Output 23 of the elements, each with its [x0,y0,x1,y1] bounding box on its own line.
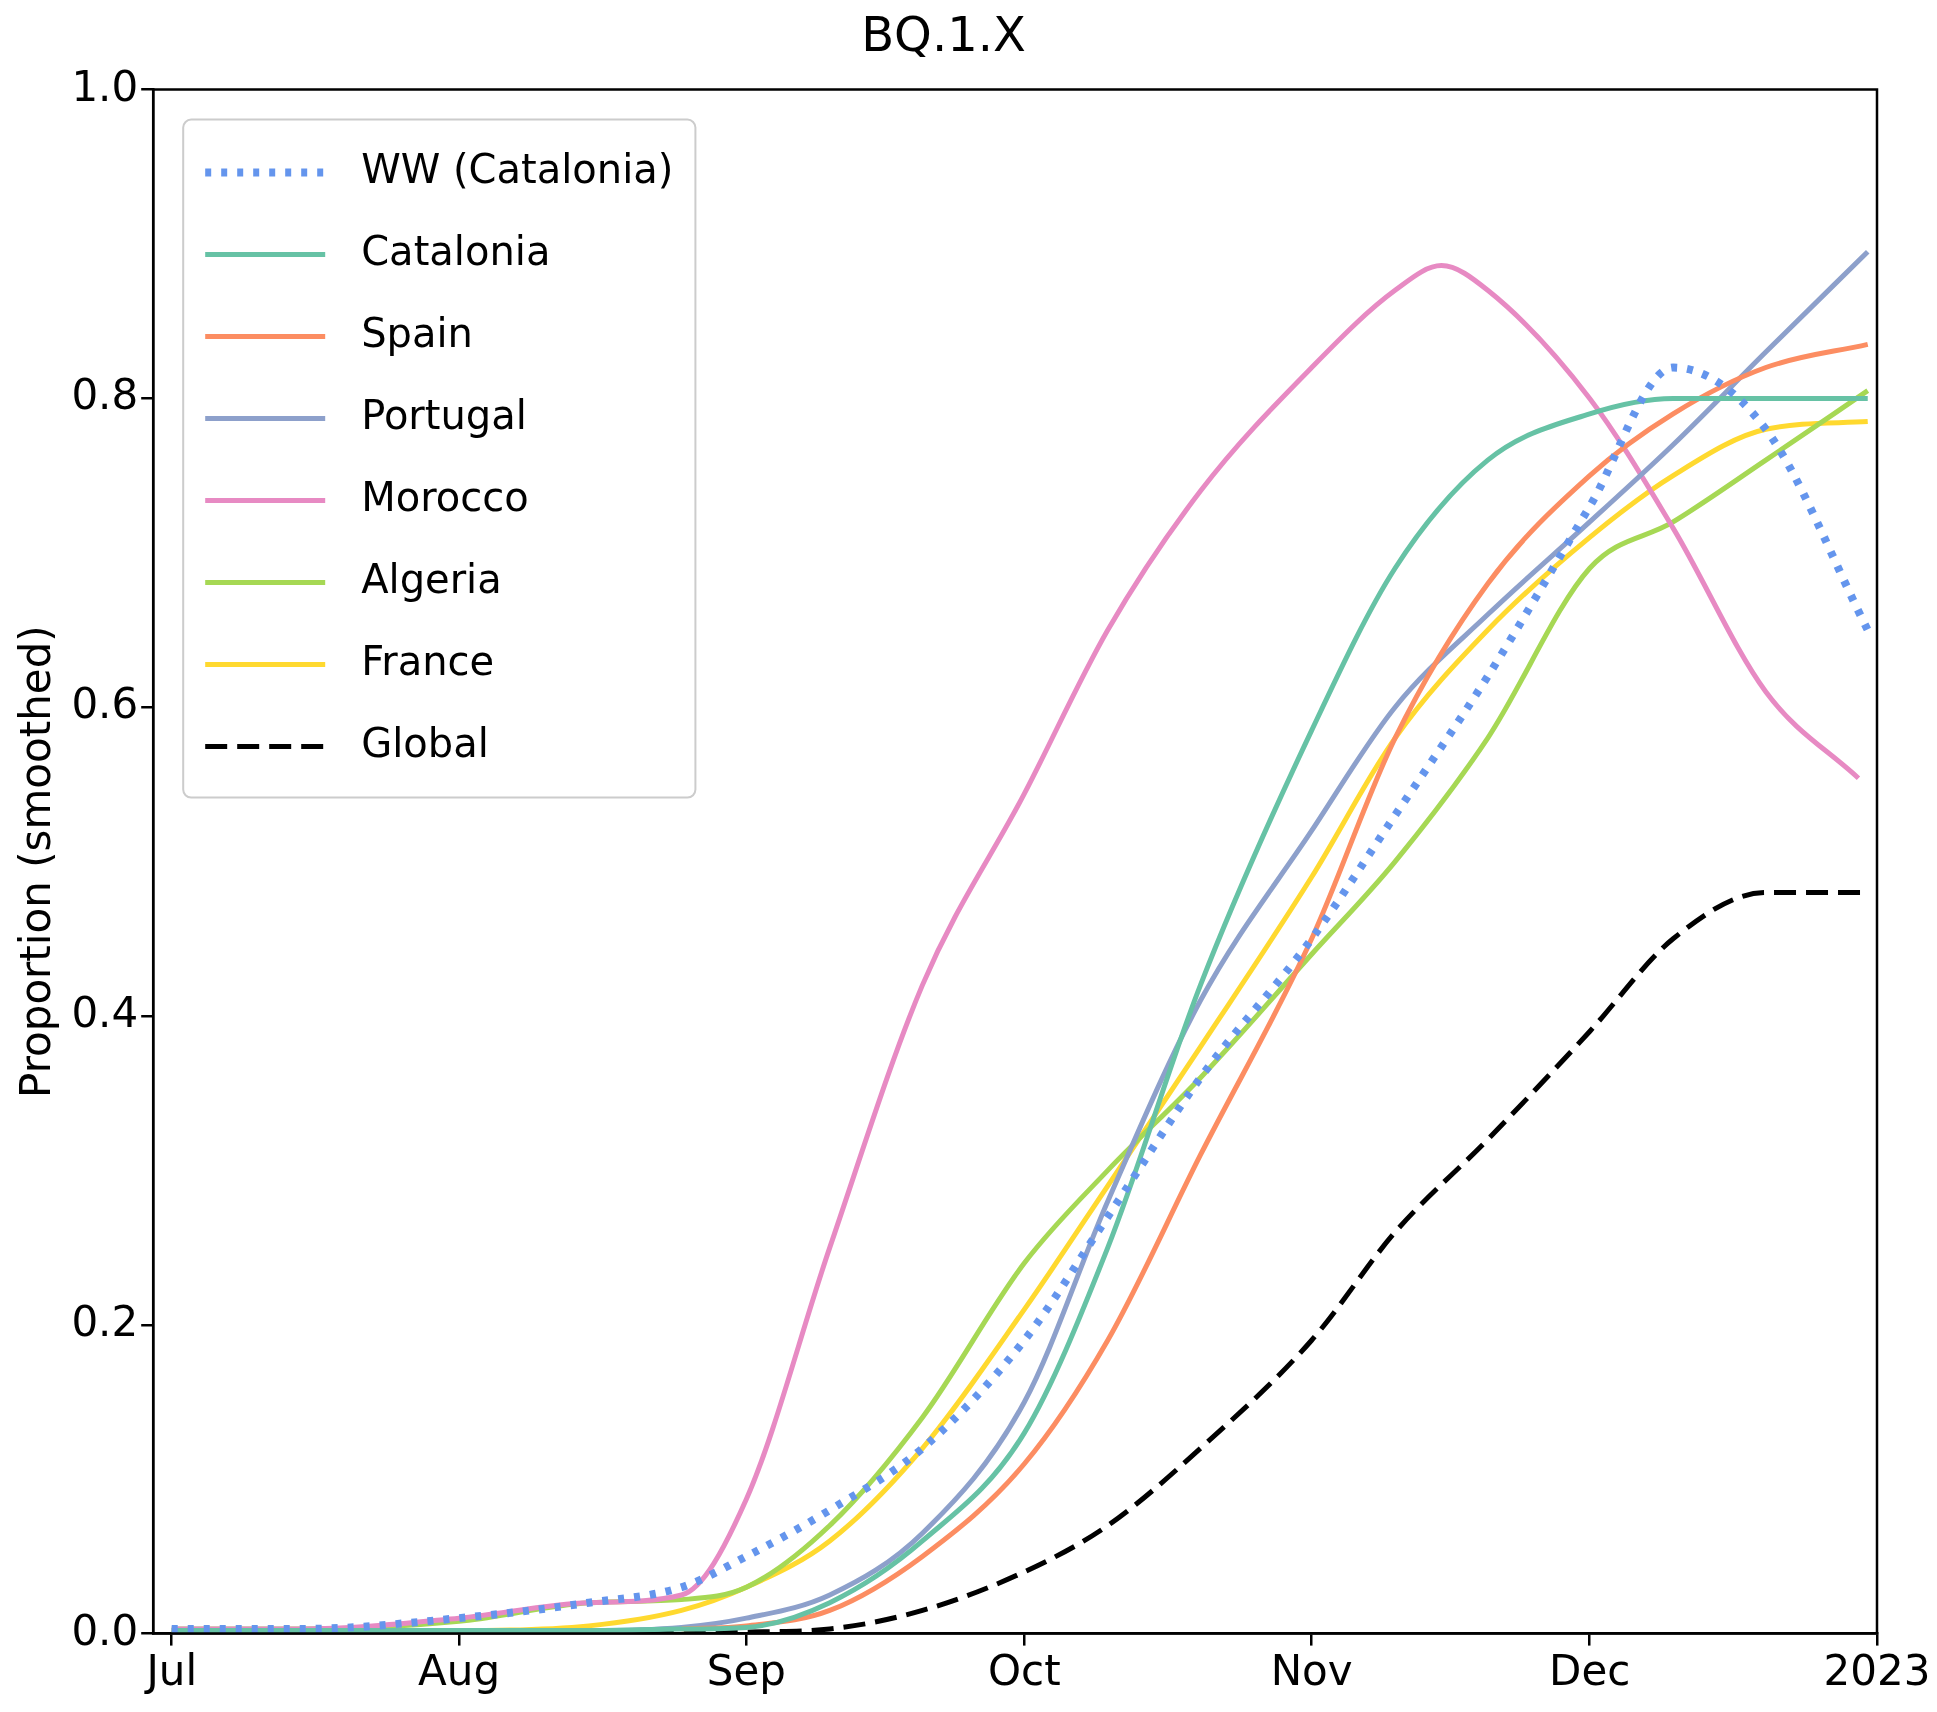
legend-label: Portugal [361,391,527,438]
legend-label: Morocco [361,473,529,520]
chart-title: BQ.1.X [861,6,1026,63]
x-tick-label: Oct [988,1645,1061,1695]
legend-label: Global [361,719,489,766]
legend-label: France [361,637,495,684]
y-tick-label: 0.0 [71,1605,139,1655]
x-tick-label: Jul [143,1645,198,1695]
legend-label: Algeria [361,555,502,602]
y-axis-title: Proportion (smoothed) [11,625,61,1098]
x-tick-label: Sep [706,1645,786,1695]
x-tick-label: 2023 [1823,1645,1931,1695]
y-tick-label: 1.0 [71,61,139,111]
legend-label: WW (Catalonia) [361,145,674,192]
y-tick-label: 0.2 [71,1296,139,1346]
y-tick-label: 0.6 [71,679,139,729]
legend-label: Catalonia [361,227,551,274]
x-tick-label: Aug [418,1645,501,1695]
x-tick-label: Nov [1270,1645,1353,1695]
x-tick-label: Dec [1549,1645,1631,1695]
y-tick-label: 0.8 [71,370,139,420]
legend-label: Spain [361,309,473,356]
y-tick-label: 0.4 [71,987,139,1037]
